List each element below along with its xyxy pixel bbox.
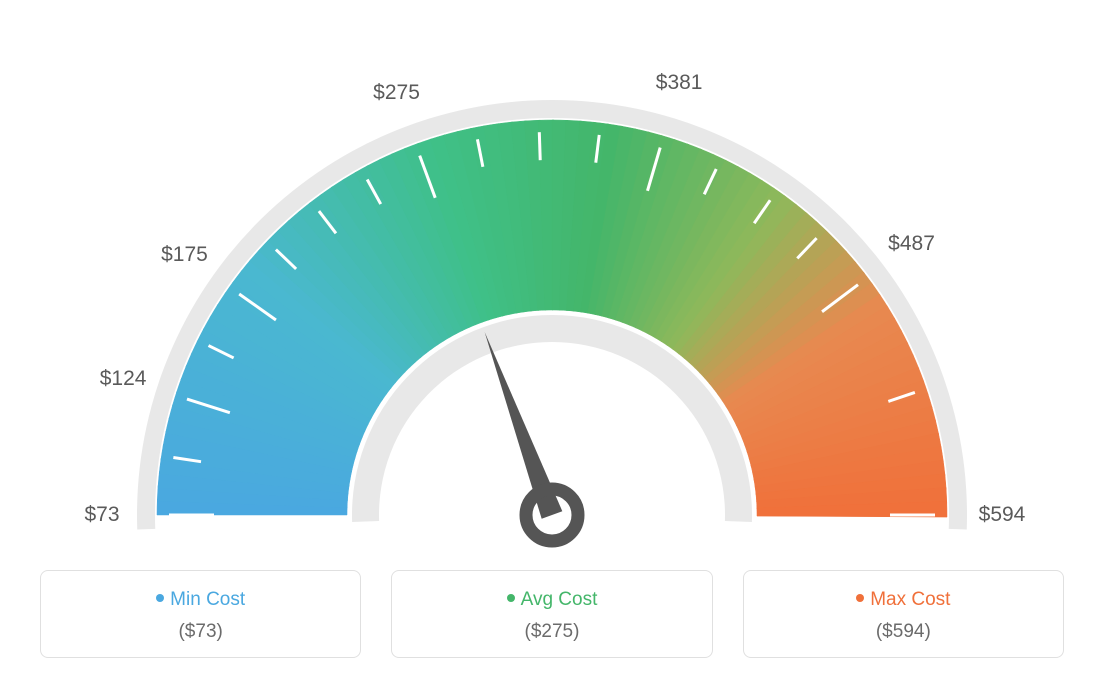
tick-label: $275 (373, 81, 420, 105)
legend-max-title: Max Cost (754, 589, 1053, 611)
tick-label: $487 (888, 232, 935, 256)
legend-max: Max Cost ($594) (743, 570, 1064, 658)
gauge-svg (0, 0, 1104, 560)
legend-min-title: Min Cost (51, 589, 350, 611)
legend-max-dot (856, 594, 864, 602)
legend-min-dot (156, 594, 164, 602)
legend-row: Min Cost ($73) Avg Cost ($275) Max Cost … (0, 570, 1104, 658)
legend-avg-label: Avg Cost (521, 589, 598, 610)
legend-max-label: Max Cost (870, 589, 950, 610)
legend-avg-value: ($275) (402, 621, 701, 643)
legend-avg-title: Avg Cost (402, 589, 701, 611)
legend-avg-dot (507, 594, 515, 602)
legend-min: Min Cost ($73) (40, 570, 361, 658)
gauge-chart: $73 $124 $175 $275 $381 $487 $594 (0, 0, 1104, 560)
tick-label: $73 (84, 503, 119, 527)
legend-min-label: Min Cost (170, 589, 245, 610)
legend-min-value: ($73) (51, 621, 350, 643)
tick-label: $175 (161, 243, 208, 267)
legend-avg: Avg Cost ($275) (391, 570, 712, 658)
legend-max-value: ($594) (754, 621, 1053, 643)
tick-label: $594 (979, 503, 1026, 527)
tick-label: $124 (100, 367, 147, 391)
tick-label: $381 (656, 71, 703, 95)
